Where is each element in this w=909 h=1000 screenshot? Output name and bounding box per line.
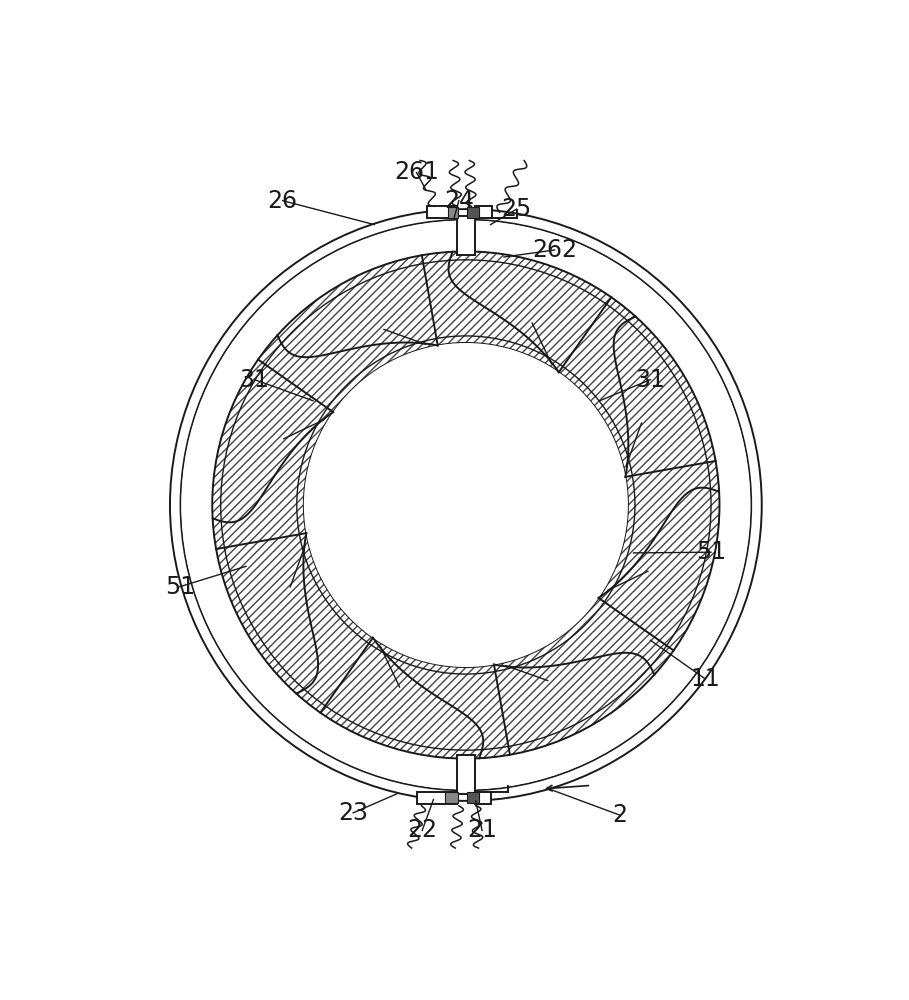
Text: 261: 261: [395, 160, 439, 184]
Text: 11: 11: [691, 667, 720, 691]
Text: 51: 51: [696, 540, 726, 564]
Bar: [475, 792, 491, 804]
Text: 23: 23: [338, 801, 368, 825]
Text: 51: 51: [165, 575, 195, 599]
Text: 21: 21: [467, 818, 497, 842]
Bar: [427, 206, 456, 218]
Bar: [416, 792, 456, 804]
Bar: [467, 207, 478, 218]
Bar: [456, 216, 475, 255]
Text: 25: 25: [502, 197, 532, 221]
Text: 22: 22: [407, 818, 437, 842]
Circle shape: [304, 343, 628, 667]
Text: 26: 26: [267, 189, 298, 213]
Text: 31: 31: [240, 368, 269, 392]
Bar: [456, 755, 475, 794]
Wedge shape: [213, 251, 720, 759]
Text: 262: 262: [532, 238, 577, 262]
Bar: [448, 207, 458, 218]
Text: 2: 2: [612, 803, 627, 827]
Circle shape: [170, 209, 762, 801]
Text: 31: 31: [635, 368, 665, 392]
Bar: [475, 206, 493, 218]
Text: 24: 24: [444, 189, 474, 213]
Circle shape: [181, 220, 751, 790]
Bar: [445, 792, 458, 803]
Bar: [467, 792, 478, 803]
